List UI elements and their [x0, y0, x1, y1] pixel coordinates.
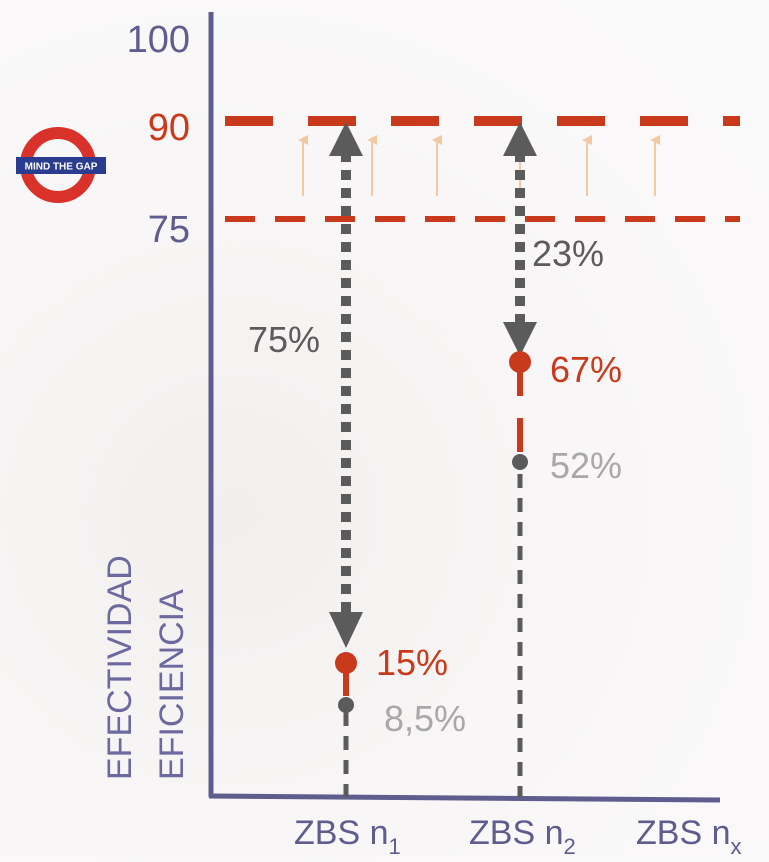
column-zbs-n1: 75% 15% 8,5% [248, 122, 466, 797]
x-category-base: ZBS n [469, 814, 563, 852]
x-category-sub: 1 [388, 834, 400, 857]
efficiency-dot [512, 454, 528, 470]
gap-label: 23% [532, 233, 604, 274]
effectiveness-dot [335, 652, 357, 674]
y-axis-label-line-1: EFECTIVIDAD [101, 555, 139, 780]
x-category-base: ZBS n [636, 814, 730, 852]
logo-text: MIND THE GAP [25, 162, 98, 173]
y-tick-75: 75 [148, 209, 190, 251]
effectiveness-label: 15% [376, 642, 448, 683]
x-category-zbs-n2: ZBS n2 [469, 814, 576, 857]
improvement-arrows [298, 135, 660, 196]
effectiveness-dot [509, 351, 531, 373]
arrow-up-head [503, 122, 537, 156]
arrow-up-head [329, 122, 363, 156]
x-category-sub: 2 [563, 834, 575, 857]
x-category-zbs-n1: ZBS n1 [294, 814, 401, 857]
x-category-sub: x [730, 834, 741, 857]
y-axis-label: EFECTIVIDAD EFICIENCIA [101, 555, 191, 780]
efficiency-label: 52% [550, 445, 622, 486]
efficiency-label: 8,5% [384, 698, 466, 739]
x-category-base: ZBS n [294, 814, 388, 852]
arrow-down-head [329, 612, 363, 648]
efficiency-dot [338, 697, 354, 713]
gap-label: 75% [248, 319, 320, 360]
effectiveness-label: 67% [550, 349, 622, 390]
y-tick-100: 100 [127, 19, 190, 61]
x-category-zbs-nx: ZBS nx [636, 814, 741, 857]
arrow-down-head [503, 322, 537, 356]
y-axis-label-line-2: EFICIENCIA [153, 589, 191, 780]
roundel-icon [16, 127, 106, 203]
column-zbs-n2: 23% 67% 52% [503, 122, 622, 797]
x-axis-line [208, 793, 721, 803]
mind-the-gap-logo: MIND THE GAP [16, 127, 106, 203]
y-tick-90: 90 [148, 107, 190, 149]
